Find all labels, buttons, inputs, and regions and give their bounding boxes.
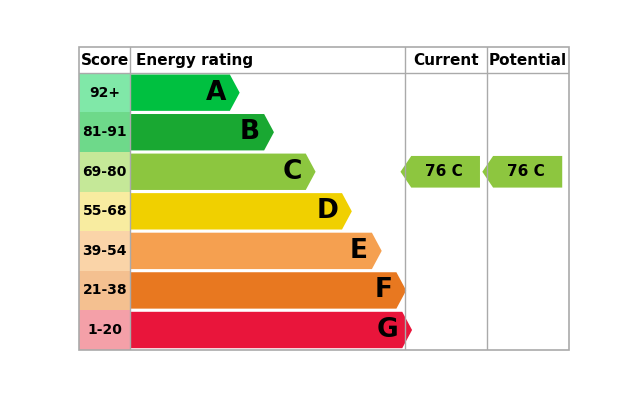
Polygon shape <box>482 156 562 187</box>
Text: 76 C: 76 C <box>425 164 463 179</box>
Polygon shape <box>130 233 382 269</box>
Bar <box>79 112 130 152</box>
Text: G: G <box>377 317 398 343</box>
Text: Current: Current <box>413 53 478 68</box>
Bar <box>79 152 130 191</box>
Text: Score: Score <box>81 53 129 68</box>
Bar <box>79 231 130 271</box>
Text: 69-80: 69-80 <box>83 165 127 179</box>
Text: 92+: 92+ <box>89 86 120 100</box>
Text: 21-38: 21-38 <box>82 283 127 298</box>
Polygon shape <box>401 156 480 187</box>
Text: E: E <box>350 238 368 264</box>
Bar <box>79 271 130 310</box>
Text: C: C <box>283 159 302 185</box>
Bar <box>79 310 130 350</box>
Bar <box>79 73 130 112</box>
Polygon shape <box>130 114 274 151</box>
Text: Energy rating: Energy rating <box>137 53 253 68</box>
Text: D: D <box>316 198 338 224</box>
Bar <box>79 191 130 231</box>
Polygon shape <box>130 154 315 190</box>
Text: A: A <box>205 80 226 106</box>
Text: 76 C: 76 C <box>507 164 544 179</box>
Text: 81-91: 81-91 <box>82 125 127 139</box>
Polygon shape <box>130 193 352 230</box>
Text: 55-68: 55-68 <box>82 204 127 219</box>
Text: Potential: Potential <box>489 53 567 68</box>
Text: 1-20: 1-20 <box>87 323 122 337</box>
Polygon shape <box>130 272 406 309</box>
Text: 39-54: 39-54 <box>82 244 127 258</box>
Polygon shape <box>130 74 240 111</box>
Polygon shape <box>130 312 412 348</box>
Text: B: B <box>240 119 260 145</box>
Text: F: F <box>375 277 392 303</box>
